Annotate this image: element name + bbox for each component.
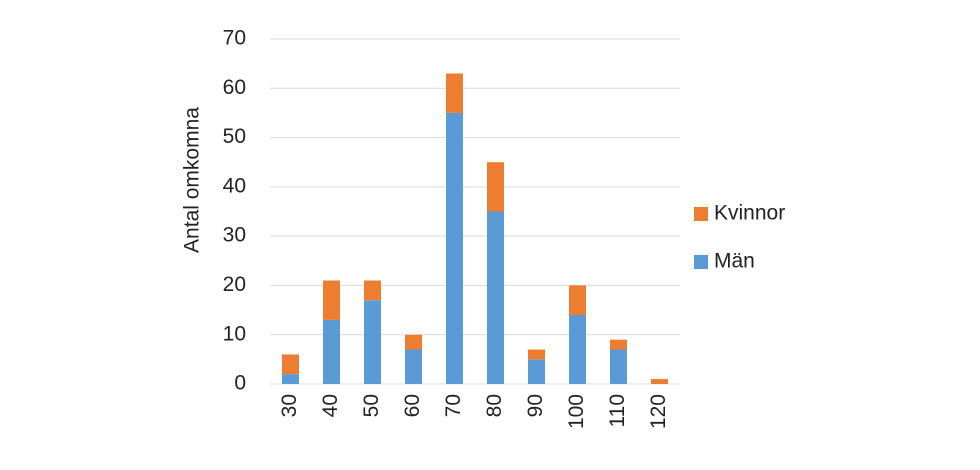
x-tick-label: 120 <box>647 394 670 429</box>
x-tick-label: 60 <box>401 394 424 417</box>
bar-segment <box>364 280 381 301</box>
bar-segment <box>282 374 299 384</box>
bar-segment <box>528 349 545 360</box>
bar-segment <box>528 359 545 384</box>
x-tick-label: 50 <box>360 394 383 417</box>
y-tick-label: 50 <box>223 125 246 148</box>
bar-segment <box>323 280 340 320</box>
y-tick-label: 30 <box>223 224 246 247</box>
bar-segment <box>487 211 504 384</box>
bar-segment <box>364 300 381 384</box>
bar-segment <box>651 379 668 384</box>
bar-segment <box>405 334 422 350</box>
bar-segment <box>405 349 422 384</box>
y-tick-label: 40 <box>223 174 246 197</box>
y-tick-label: 20 <box>223 273 246 296</box>
y-tick-label: 0 <box>234 372 246 395</box>
x-tick-label: 90 <box>524 394 547 417</box>
bar-segment <box>282 354 299 375</box>
bar-segment <box>569 285 586 315</box>
legend-swatch <box>694 207 708 221</box>
legend-label: Män <box>714 250 755 273</box>
y-tick-label: 70 <box>223 27 246 50</box>
bar-segment <box>569 315 586 384</box>
y-tick-label: 60 <box>223 76 246 99</box>
x-tick-label: 40 <box>319 394 342 417</box>
bar-segment <box>446 112 463 384</box>
bar-segment <box>610 349 627 384</box>
y-tick-label: 10 <box>223 322 246 345</box>
x-tick-label: 110 <box>606 394 629 427</box>
x-tick-label: 70 <box>442 394 465 417</box>
bar-segment <box>446 73 463 113</box>
bar-segment <box>487 162 504 212</box>
y-axis-label: Antal omkomna <box>181 107 204 253</box>
x-tick-label: 100 <box>565 394 588 429</box>
bar-segment <box>323 319 340 384</box>
x-tick-label: 30 <box>278 394 301 417</box>
legend-label: Kvinnor <box>714 202 785 225</box>
bar-segment <box>610 339 627 350</box>
legend-swatch <box>694 255 708 269</box>
x-tick-label: 80 <box>483 394 506 417</box>
